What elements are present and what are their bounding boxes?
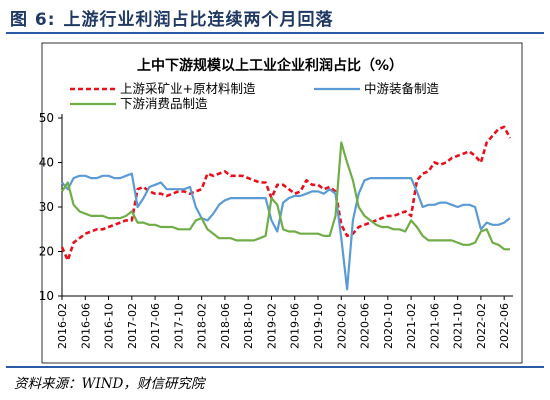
x-tick-label: 2022-02: [475, 303, 488, 349]
x-tick-label: 2020-06: [359, 303, 372, 349]
axes: 10 20 30 40 50 2016-02 2016-06 2016-10 2017-02 20…: [39, 111, 513, 349]
x-tick-label: 2017-06: [149, 303, 162, 349]
y-tick-label: 20: [39, 245, 54, 259]
y-tick-label: 30: [39, 200, 54, 214]
top-rule: [6, 32, 544, 34]
x-tick-label: 2017-10: [172, 303, 185, 349]
series-line-3: [61, 141, 510, 251]
x-tick-label: 2021-02: [405, 303, 418, 349]
y-tick-label: 10: [39, 289, 54, 303]
x-tick-label: 2017-02: [126, 303, 139, 349]
figure-number: 图 6:: [10, 10, 56, 30]
bottom-rule: [6, 366, 544, 368]
series-line-1: [60, 125, 512, 262]
figure-caption: 上游行业利润占比连续两个月回落: [63, 10, 334, 30]
series-layer: [60, 125, 512, 291]
x-tick-label: 2021-06: [428, 303, 441, 349]
x-tick-label: 2020-02: [335, 303, 348, 349]
x-tick-label: 2019-10: [312, 303, 325, 349]
legend-label-2: 中游装备制造: [364, 81, 440, 96]
source-note: 资料来源：WIND，财信研究院: [14, 376, 205, 392]
x-tick-label: 2018-06: [219, 303, 232, 349]
series-line-2: [61, 172, 511, 291]
x-tick-label: 2016-02: [56, 303, 69, 349]
chart-frame: [41, 42, 523, 364]
legend-label-1: 上游采矿业+原材料制造: [120, 81, 256, 96]
x-tick-label: 2016-06: [79, 303, 92, 349]
x-tick-label: 2018-02: [196, 303, 209, 349]
x-tick-label: 2016-10: [103, 303, 116, 349]
x-tick-label: 2019-02: [265, 303, 278, 349]
y-tick-label: 50: [39, 111, 54, 125]
y-tick-label: 40: [39, 156, 54, 170]
x-tick-label: 2019-06: [289, 303, 302, 349]
x-tick-label: 2022-06: [498, 303, 511, 349]
x-tick-label: 2020-10: [382, 303, 395, 349]
x-tick-label: 2018-10: [242, 303, 255, 349]
legend-label-3: 下游消费品制造: [120, 96, 208, 111]
chart-title: 上中下游规模以上工业企业利润占比（%）: [137, 57, 403, 74]
figure-title: 图 6: 上游行业利润占比连续两个月回落: [10, 5, 540, 33]
x-tick-label: 2021-10: [452, 303, 465, 349]
